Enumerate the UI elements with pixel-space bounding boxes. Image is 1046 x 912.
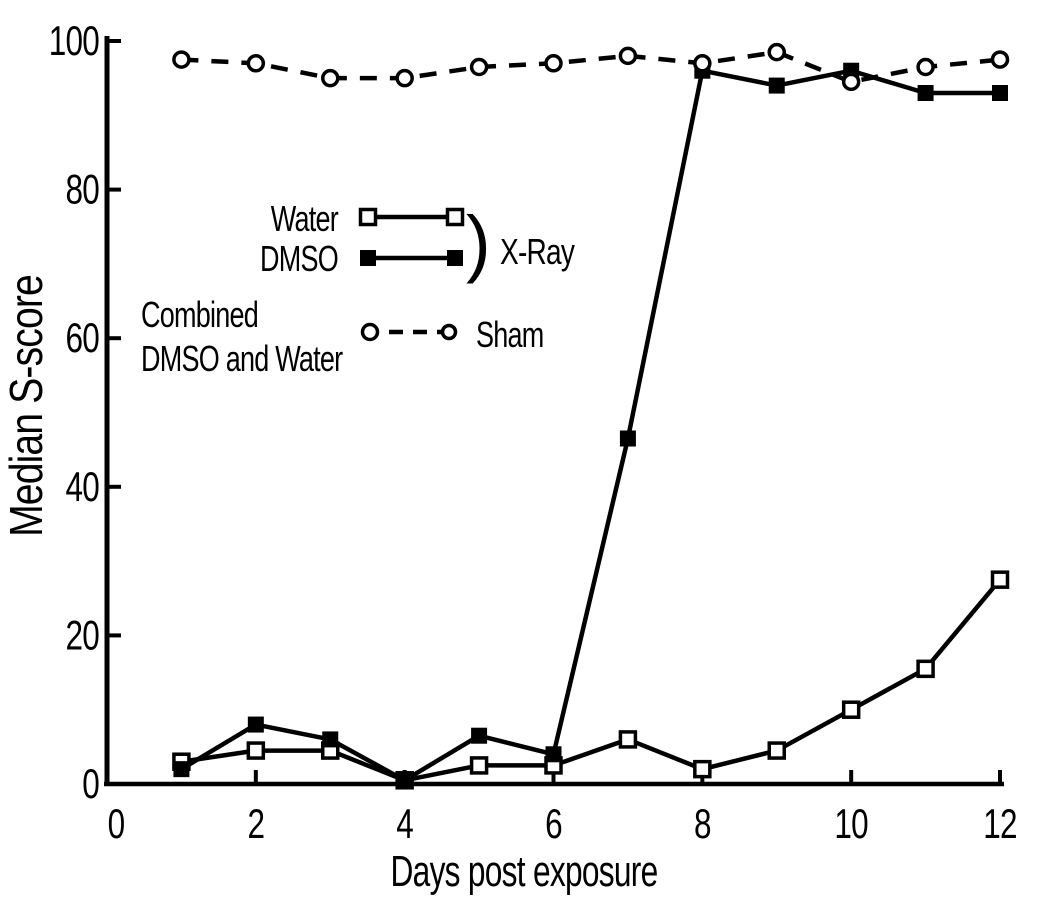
y-tick-label-20: 20	[65, 611, 99, 659]
sham-marker-day-2	[246, 54, 266, 73]
legend-sample-dmso	[360, 250, 463, 266]
water-marker-day-12	[990, 570, 1010, 589]
legend-label-sham: Sham	[476, 314, 543, 355]
dmso-marker-day-9	[768, 77, 785, 94]
legend-sample-water-marker-left	[358, 207, 378, 227]
dmso-marker-day-2	[247, 716, 264, 733]
dmso-marker-day-3	[322, 731, 339, 748]
series-dmso-polyline	[180, 68, 1000, 783]
sham-marker-day-7	[618, 46, 638, 66]
water-marker-day-8	[693, 759, 712, 779]
legend-sample-water-marker-right	[445, 207, 465, 227]
series-water-polyline	[181, 578, 1002, 783]
dmso-marker-day-7	[619, 430, 636, 447]
y-tick-label-60: 60	[65, 314, 99, 362]
axes: 0 2 4 6 8 10 12 0 20 40 60 80 100	[49, 17, 1018, 848]
water-marker-day-10	[841, 700, 861, 719]
series-sham-markers	[172, 42, 1010, 92]
sham-marker-day-11	[916, 57, 935, 77]
legend-label-water: Water	[271, 198, 339, 239]
sham-marker-day-5	[469, 57, 489, 77]
dmso-marker-day-11	[917, 85, 934, 102]
water-marker-day-5	[469, 756, 489, 775]
dmso-marker-day-5	[471, 727, 488, 744]
sham-marker-day-12	[990, 50, 1010, 69]
sham-marker-day-4	[395, 68, 414, 88]
y-tick-label-80: 80	[65, 165, 99, 213]
water-marker-day-2	[246, 741, 266, 760]
series-dmso-markers	[173, 62, 1008, 789]
legend-combined-line1: Combined	[141, 294, 258, 335]
y-tick-label-40: 40	[65, 462, 99, 510]
legend-label-dmso: DMSO	[260, 238, 338, 279]
data-series	[172, 42, 1010, 790]
dmso-marker-day-12	[992, 85, 1008, 102]
dmso-marker-day-6	[545, 746, 562, 763]
x-tick-label-10: 10	[834, 800, 868, 848]
legend-sample-dmso-marker-right	[447, 250, 463, 266]
x-axis-label: Days post exposure	[391, 847, 658, 896]
x-tick-label-12: 12	[983, 800, 1017, 848]
dmso-marker-day-4	[396, 772, 413, 789]
legend-sample-sham-marker-right	[440, 323, 458, 341]
series-water-line-group	[181, 578, 1002, 783]
x-tick-label-0: 0	[108, 800, 125, 848]
y-axis-label: Median S-score	[1, 275, 53, 537]
legend-sample-sham-marker-left	[360, 322, 380, 342]
x-tick-label-2: 2	[247, 800, 264, 848]
legend-combined-line2: DMSO and Water	[141, 338, 344, 379]
dmso-marker-day-1	[173, 761, 190, 778]
legend-sample-sham	[360, 322, 458, 342]
sham-marker-day-1	[172, 50, 191, 69]
series-sham-polyline	[181, 49, 1001, 85]
sham-marker-day-8	[693, 54, 712, 73]
series-sham-line-group	[181, 49, 1001, 85]
x-tick-label-4: 4	[396, 800, 413, 848]
x-tick-label-6: 6	[545, 800, 562, 848]
sham-marker-day-3	[321, 68, 340, 88]
legend-sample-dmso-marker-left	[360, 250, 376, 266]
sham-marker-day-10	[841, 72, 861, 92]
legend-xray-bracket: )	[466, 201, 491, 284]
legend-group-label-xray: X-Ray	[500, 232, 576, 272]
water-marker-day-7	[618, 730, 638, 749]
sham-marker-day-6	[544, 54, 563, 73]
legend-sample-water	[358, 207, 465, 227]
series-dmso-line-group	[180, 68, 1000, 783]
y-tick-label-100: 100	[49, 17, 99, 65]
legend: Water DMSO ) X-Ray Combined DMSO and Wat…	[141, 198, 576, 379]
water-marker-day-11	[916, 659, 935, 679]
x-tick-label-8: 8	[694, 800, 711, 848]
sham-marker-day-9	[767, 42, 786, 62]
water-marker-day-9	[767, 741, 786, 760]
y-tick-label-0: 0	[82, 760, 99, 808]
